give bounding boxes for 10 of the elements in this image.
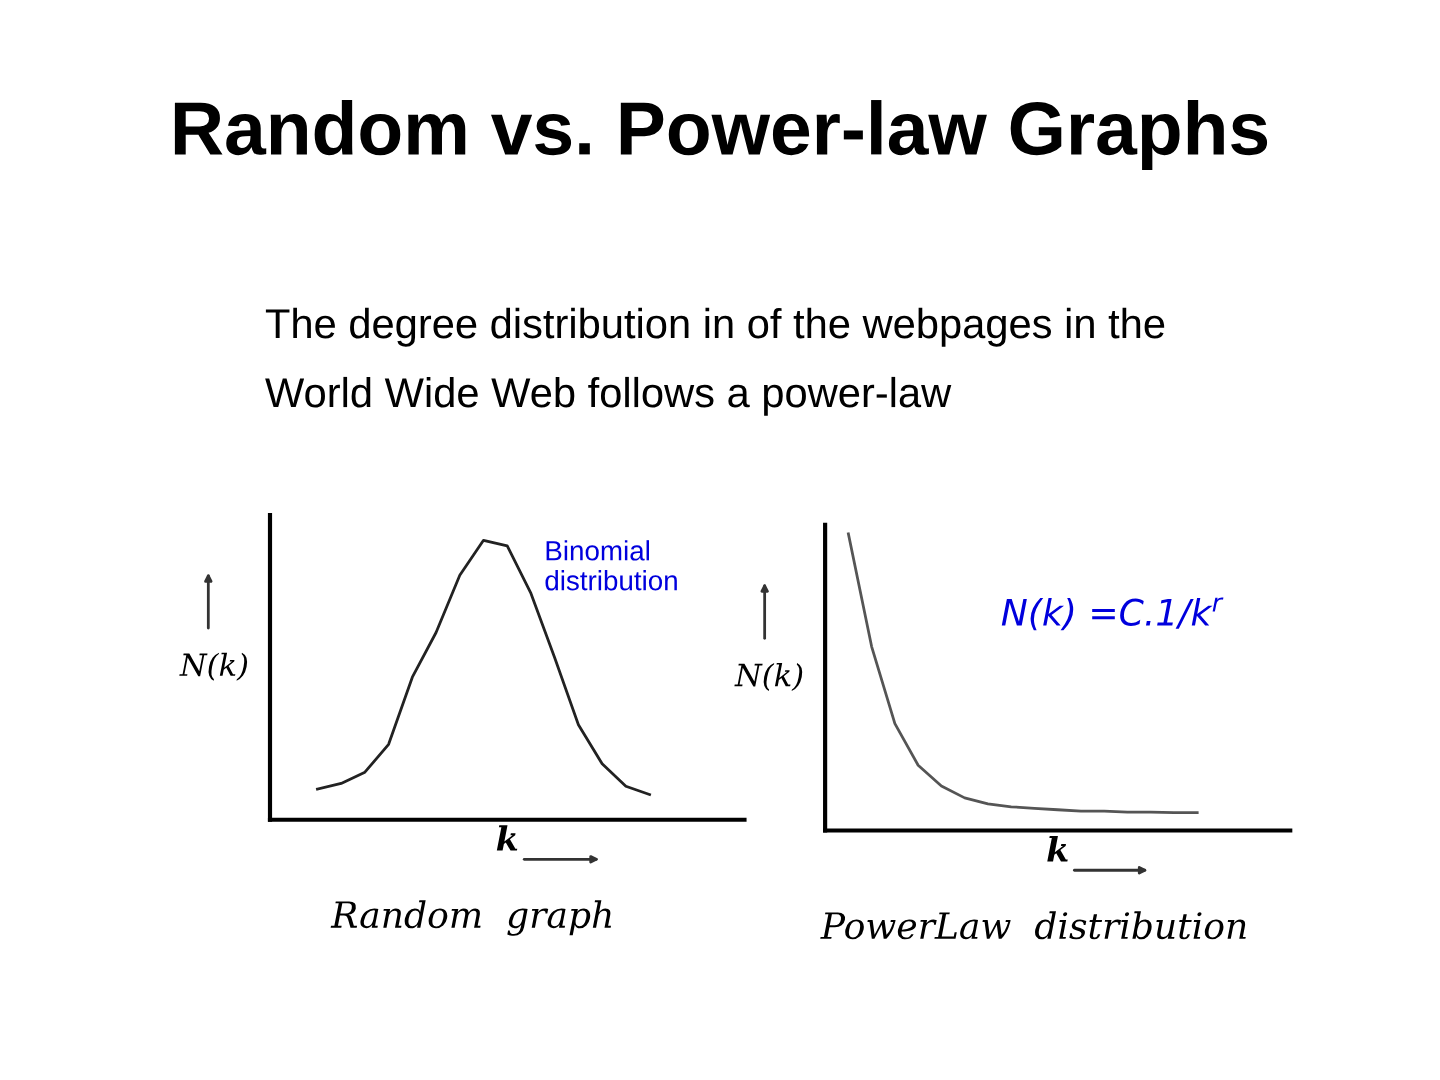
- annotation: N(k) =C.1/k$^{r}$: [1001, 597, 1224, 631]
- chart-subtitle: The degree distribution in of the webpages in the World Wide Web follows a power-law: [265, 307, 1165, 416]
- y-axis-title: N(k): [734, 662, 803, 691]
- text: PowerLaw distribution: [820, 911, 1246, 940]
- annotation: Binomial distribution: [545, 540, 677, 591]
- x-axis-title: k: [1047, 836, 1068, 862]
- chart-title: Random vs. Power-law Graphs: [174, 100, 1268, 170]
- y-axis-title: N(k): [179, 652, 248, 681]
- x-axis-title: k: [496, 825, 518, 851]
- text: Random graph: [330, 900, 612, 936]
